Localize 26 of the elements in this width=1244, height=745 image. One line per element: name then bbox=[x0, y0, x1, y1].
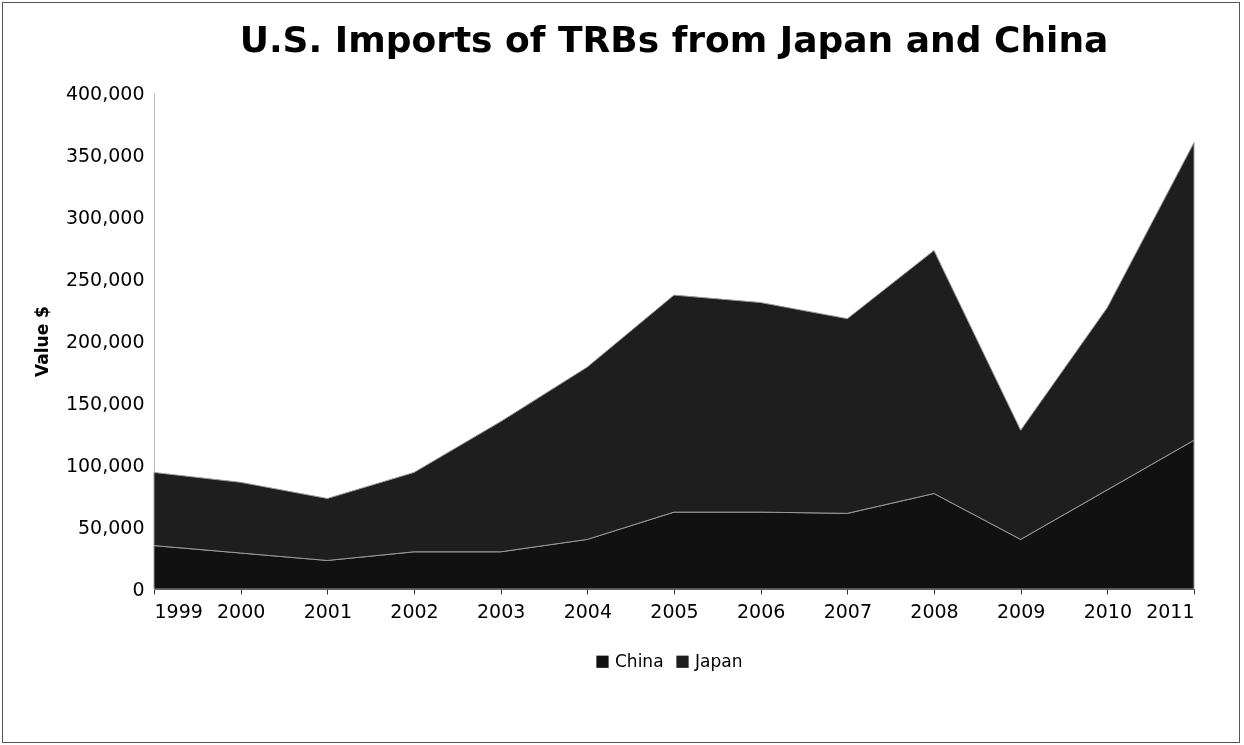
y-tick-label: 150,000 bbox=[65, 391, 145, 414]
x-tick-label: 1999 bbox=[154, 599, 203, 622]
x-tick-label: 2008 bbox=[910, 599, 959, 622]
x-tick-label: 2007 bbox=[823, 599, 873, 622]
x-tick-label: 2006 bbox=[736, 599, 786, 622]
x-tick-label: 2010 bbox=[1083, 599, 1133, 622]
x-tick-label: 2003 bbox=[476, 599, 526, 622]
y-tick-label: 50,000 bbox=[78, 515, 145, 538]
y-tick-label: 350,000 bbox=[65, 143, 145, 166]
legend-label: China bbox=[615, 650, 664, 671]
x-tick-label: 2004 bbox=[563, 599, 613, 622]
x-tick-label: 2001 bbox=[303, 599, 353, 622]
x-tick-label: 2005 bbox=[650, 599, 699, 622]
y-tick-label: 250,000 bbox=[65, 267, 145, 290]
y-tick-label: 0 bbox=[132, 577, 145, 600]
x-tick-label: 2002 bbox=[390, 599, 439, 622]
x-tick-label: 2000 bbox=[216, 599, 266, 622]
legend-label: Japan bbox=[694, 650, 743, 671]
y-tick-label: 300,000 bbox=[65, 205, 145, 228]
chart-title: U.S. Imports of TRBs from Japan and China bbox=[239, 19, 1109, 60]
x-tick-label: 2009 bbox=[996, 599, 1046, 622]
y-tick-label: 100,000 bbox=[65, 453, 145, 476]
x-tick-label: 2011 bbox=[1146, 599, 1195, 622]
y-axis-title: Value $ bbox=[31, 306, 52, 377]
y-tick-label: 400,000 bbox=[65, 81, 145, 104]
y-tick-label: 200,000 bbox=[65, 329, 145, 352]
